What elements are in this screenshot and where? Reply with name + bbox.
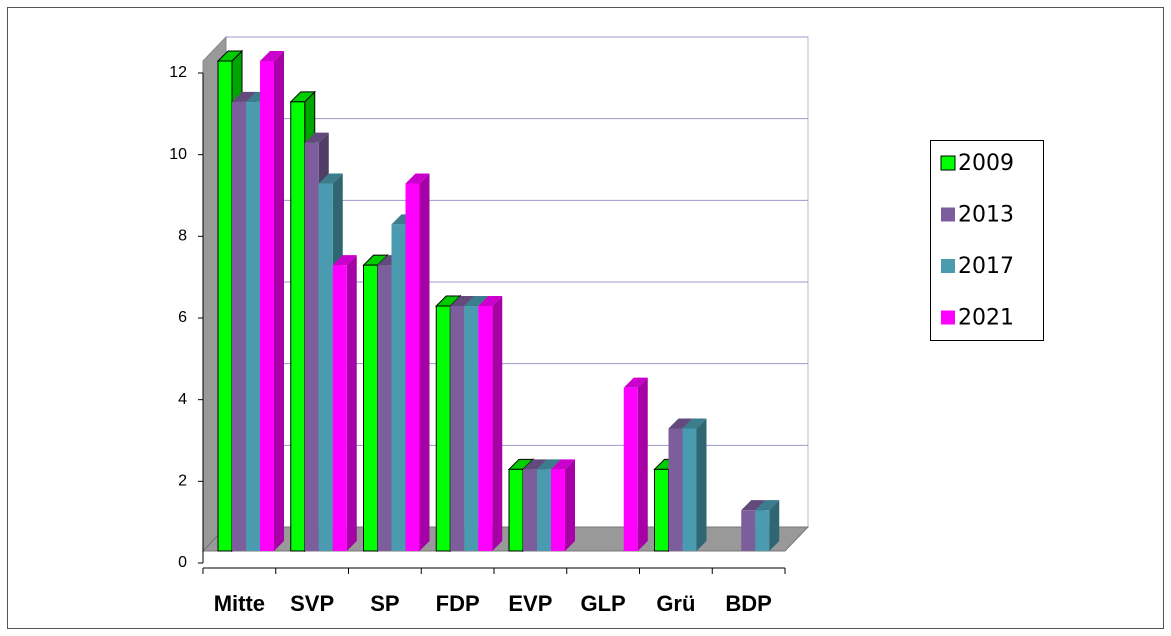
bar-front — [523, 469, 537, 551]
bar-top — [668, 418, 693, 429]
y-tick-label: 6 — [178, 309, 187, 326]
x-tick-label: SP — [370, 591, 399, 616]
bar — [755, 500, 780, 551]
bar-front — [377, 265, 392, 551]
x-tick-label: Grü — [656, 591, 695, 616]
bar-front — [654, 468, 669, 552]
x-tick-label: FDP — [436, 591, 480, 616]
bar — [551, 459, 575, 551]
bar-top — [304, 132, 329, 143]
bar-top — [260, 51, 284, 61]
y-tick-label: 2 — [178, 473, 187, 490]
bar-side — [419, 173, 430, 551]
bar-front — [363, 264, 378, 552]
y-tick-label: 8 — [178, 228, 187, 245]
x-tick-label: Mitte — [214, 591, 265, 616]
legend-swatch — [941, 207, 955, 222]
legend-box — [930, 140, 1044, 341]
bar-front — [537, 469, 551, 551]
bar-top — [682, 418, 707, 429]
bar-side — [346, 255, 357, 551]
x-tick-label: SVP — [290, 591, 334, 616]
bar-top — [332, 255, 357, 266]
bar-side — [637, 377, 648, 551]
bar-top — [478, 296, 503, 306]
bar-front — [435, 305, 451, 552]
bar-top — [232, 91, 256, 102]
bar-front — [246, 101, 260, 551]
bar-front — [668, 428, 683, 551]
x-tick-label: EVP — [508, 591, 552, 616]
bar-front — [682, 428, 697, 551]
bar — [260, 51, 284, 551]
bar-top — [537, 459, 561, 470]
bar-top — [523, 459, 547, 470]
bar-side — [492, 296, 503, 551]
bar-top — [405, 173, 430, 184]
bar-front — [318, 183, 333, 551]
y-tick-label: 0 — [178, 554, 187, 571]
bar-front — [304, 142, 319, 551]
bar — [682, 418, 707, 551]
bar — [405, 173, 430, 551]
bar-top — [450, 296, 475, 306]
bar-top — [464, 296, 489, 306]
x-tick-label: GLP — [581, 591, 626, 616]
bar-front — [755, 510, 770, 551]
legend-swatch — [941, 259, 955, 273]
bar-front — [450, 306, 465, 551]
bar — [478, 296, 503, 551]
bar-side — [274, 51, 284, 551]
bar-front — [508, 468, 524, 552]
legend-label: 2009 — [958, 151, 1014, 176]
bar-top — [755, 500, 780, 511]
bar-front — [232, 101, 246, 551]
legend-label: 2013 — [958, 203, 1014, 228]
bar-front — [391, 224, 406, 552]
legend: 2009 2013 2017 2021 — [930, 140, 1044, 341]
bar-front — [464, 306, 479, 551]
y-tick-label: 12 — [169, 64, 187, 81]
legend-swatch — [940, 155, 956, 171]
legend-label: 2021 — [958, 306, 1014, 331]
bar-front — [217, 60, 233, 552]
bar-top — [741, 500, 766, 511]
bar-side — [696, 418, 707, 551]
bar-front — [623, 387, 638, 551]
bar-front — [405, 183, 420, 551]
y-tick-label: 4 — [178, 391, 187, 408]
bar-front — [551, 469, 565, 551]
y-tick-label: 10 — [169, 146, 187, 163]
bar-top — [623, 377, 648, 388]
bar — [332, 255, 357, 551]
bar-front — [478, 306, 493, 551]
bar-front — [332, 265, 347, 551]
bar-top — [551, 459, 575, 470]
bar-side — [565, 459, 575, 551]
bar-front — [741, 510, 756, 551]
legend-label: 2017 — [958, 254, 1014, 279]
bar-front — [290, 101, 306, 552]
bar — [623, 377, 648, 551]
x-tick-label: BDP — [725, 591, 771, 616]
bar-front — [260, 61, 274, 551]
bar-side — [769, 500, 780, 551]
bar-top — [318, 173, 343, 184]
legend-swatch — [941, 310, 955, 325]
